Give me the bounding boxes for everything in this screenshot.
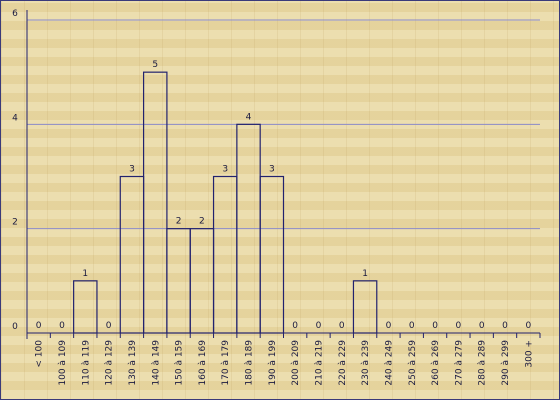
value-label: 0 bbox=[456, 321, 462, 331]
x-tick-label: 300 + bbox=[524, 340, 534, 368]
value-label: 0 bbox=[292, 321, 298, 331]
value-label: 0 bbox=[386, 321, 392, 331]
value-label: 0 bbox=[502, 321, 508, 331]
x-tick-label: 160 à 169 bbox=[198, 340, 208, 386]
x-tick-label: 130 à 139 bbox=[128, 340, 138, 386]
x-tick-label: 110 à 119 bbox=[81, 340, 91, 386]
x-tick-label: 170 à 179 bbox=[221, 340, 231, 386]
value-label: 0 bbox=[525, 321, 531, 331]
bar bbox=[352, 280, 378, 334]
x-tick-label: 100 à 109 bbox=[58, 340, 68, 386]
x-tick-label: 260 à 269 bbox=[431, 340, 441, 386]
x-tick-label: 270 à 279 bbox=[454, 340, 464, 386]
value-label: 2 bbox=[199, 217, 205, 227]
value-label: 3 bbox=[269, 165, 275, 175]
x-tick-label: 230 à 239 bbox=[361, 340, 371, 386]
bar bbox=[119, 175, 145, 334]
value-label: 0 bbox=[339, 321, 345, 331]
value-label: 1 bbox=[82, 269, 88, 279]
x-tick-label: 220 à 229 bbox=[338, 340, 348, 386]
x-tick-label: 150 à 159 bbox=[175, 340, 185, 386]
x-tick-label: 210 à 219 bbox=[314, 340, 324, 386]
y-tick-label: 4 bbox=[12, 113, 18, 123]
x-tick-label: 180 à 189 bbox=[245, 340, 255, 386]
value-label: 0 bbox=[479, 321, 485, 331]
value-label: 0 bbox=[36, 321, 42, 331]
bar bbox=[212, 175, 238, 334]
value-label: 5 bbox=[152, 60, 158, 70]
x-tick-label: 290 à 299 bbox=[501, 340, 511, 386]
value-label: 0 bbox=[316, 321, 322, 331]
bar bbox=[259, 175, 285, 334]
y-tick-label: 0 bbox=[12, 322, 18, 332]
value-label: 0 bbox=[106, 321, 112, 331]
x-tick-label: 120 à 129 bbox=[105, 340, 115, 386]
value-label: 3 bbox=[129, 165, 135, 175]
value-label: 3 bbox=[222, 165, 228, 175]
value-label: 1 bbox=[362, 269, 368, 279]
bar bbox=[189, 228, 215, 334]
x-tick-label: 190 à 199 bbox=[268, 340, 278, 386]
x-tick-label: 280 à 289 bbox=[478, 340, 488, 386]
x-tick-label: 250 à 259 bbox=[408, 340, 418, 386]
bar bbox=[166, 228, 191, 334]
x-tick-label: 240 à 249 bbox=[384, 340, 394, 386]
x-tick-label: 140 à 149 bbox=[151, 340, 161, 386]
value-label: 4 bbox=[246, 112, 252, 122]
bar bbox=[142, 71, 168, 334]
y-tick-label: 6 bbox=[12, 9, 18, 19]
x-tick-label: 200 à 209 bbox=[291, 340, 301, 386]
value-label: 0 bbox=[59, 321, 65, 331]
value-label: 0 bbox=[432, 321, 438, 331]
value-label: 2 bbox=[176, 217, 182, 227]
bar bbox=[73, 280, 98, 334]
value-label: 0 bbox=[409, 321, 415, 331]
x-tick-label: < 100 bbox=[35, 340, 45, 368]
y-tick-label: 2 bbox=[12, 218, 18, 228]
